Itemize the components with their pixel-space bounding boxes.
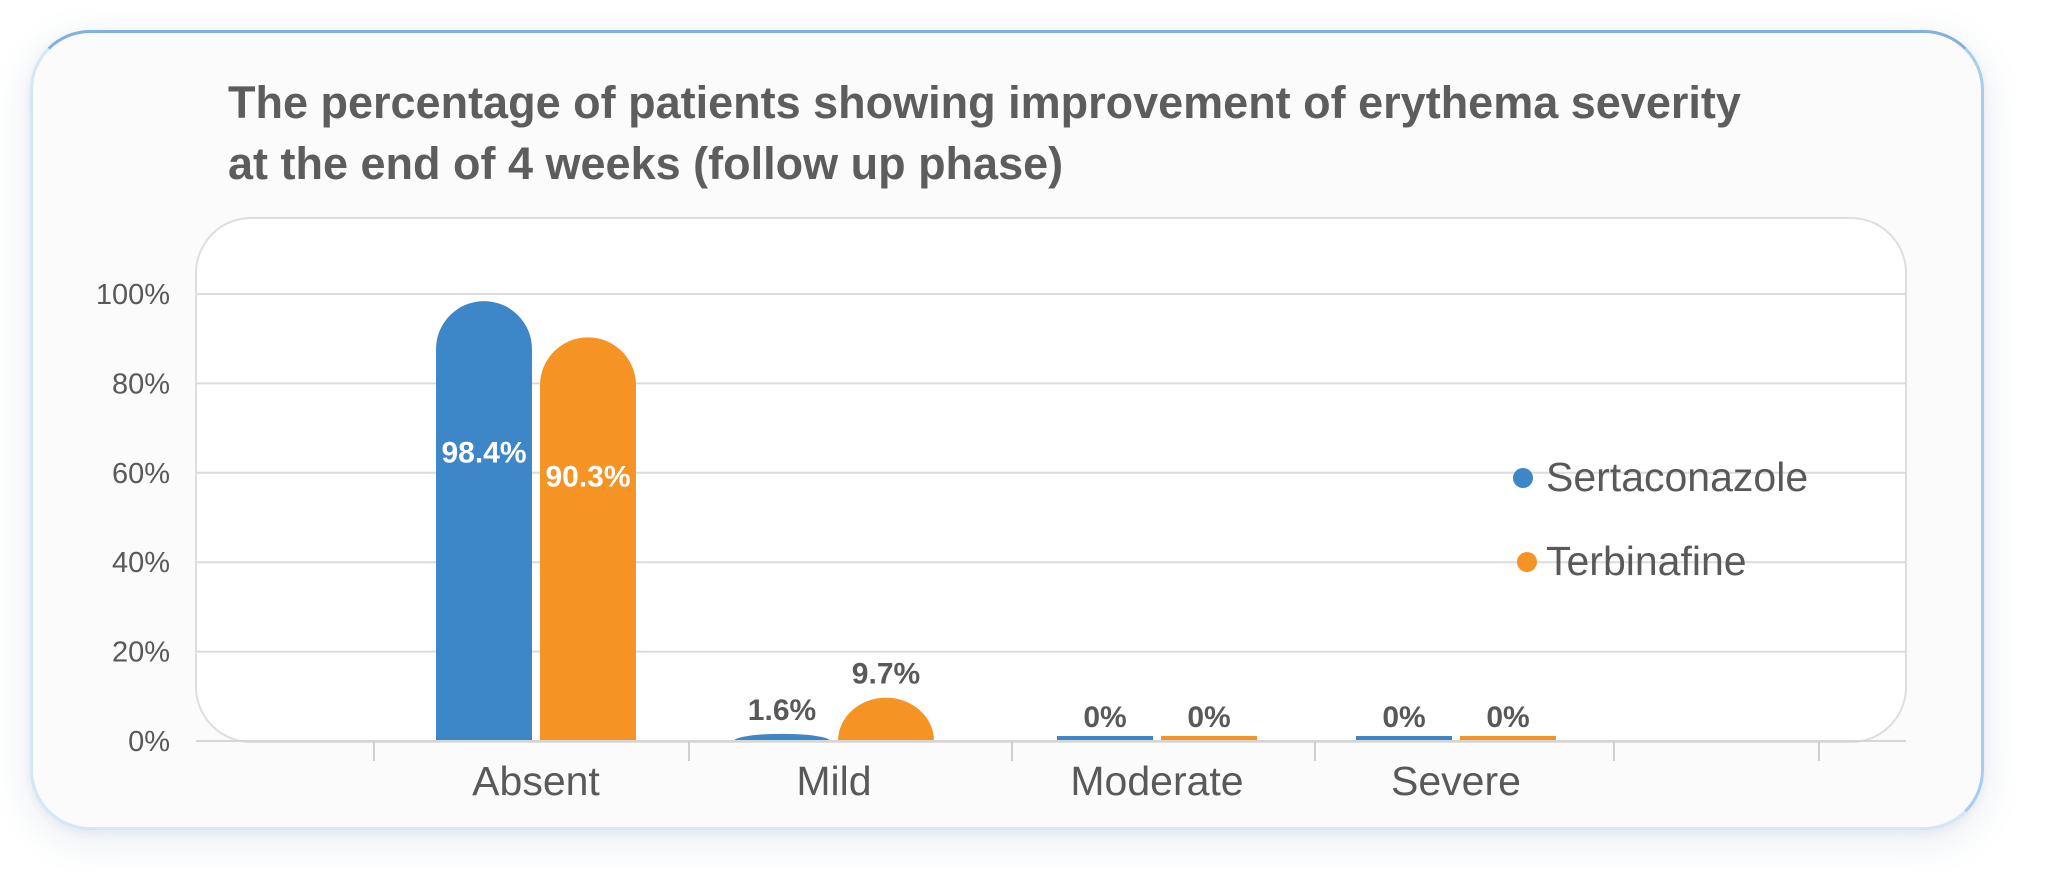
x-tick-label: Mild	[796, 758, 871, 804]
chart-title: The percentage of patients showing impro…	[228, 77, 1741, 189]
bar	[1161, 736, 1257, 741]
bar	[838, 697, 934, 741]
legend-marker	[1513, 468, 1533, 488]
bar	[734, 733, 830, 741]
data-label: 0%	[1083, 701, 1126, 734]
legend: Sertaconazole Terbinafine	[1513, 454, 1808, 584]
y-tick-label: 40%	[112, 547, 170, 579]
legend-marker	[1517, 552, 1537, 572]
data-label: 0%	[1382, 701, 1425, 734]
data-label: 90.3%	[545, 461, 630, 494]
data-label: 0%	[1486, 701, 1529, 734]
data-label: 9.7%	[852, 658, 920, 691]
data-label: 98.4%	[441, 437, 526, 470]
legend-label: Sertaconazole	[1546, 454, 1808, 500]
bar	[1057, 736, 1153, 741]
legend-label: Terbinafine	[1546, 538, 1747, 584]
x-axis: Absent Mild Moderate Severe	[196, 740, 1906, 804]
x-tick-label: Moderate	[1070, 758, 1243, 804]
y-tick-label: 20%	[112, 637, 170, 669]
y-tick-label: 0%	[128, 726, 170, 758]
bar	[540, 337, 636, 741]
data-label: 0%	[1187, 701, 1230, 734]
y-tick-label: 100%	[96, 279, 170, 311]
y-tick-label: 80%	[112, 368, 170, 400]
data-label: 1.6%	[748, 694, 816, 727]
bars: 98.4% 1.6% 0% 0% 90.3% 9.7% 0% 0%	[436, 301, 1556, 741]
bar	[1356, 736, 1452, 741]
y-axis-ticks: 0% 20% 40% 60% 80% 100%	[96, 279, 170, 758]
bar	[436, 301, 532, 741]
x-tick-label: Severe	[1391, 758, 1521, 804]
x-tick-label: Absent	[472, 758, 600, 804]
bar	[1460, 736, 1556, 741]
y-tick-label: 60%	[112, 458, 170, 490]
